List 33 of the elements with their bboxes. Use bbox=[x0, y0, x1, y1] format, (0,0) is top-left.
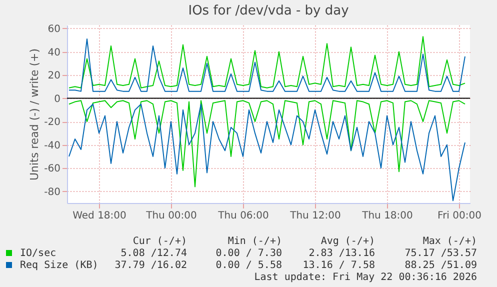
text: 37.79 /16.02 bbox=[114, 260, 187, 271]
y-axis-title: Units read (-) / write (+) bbox=[28, 48, 42, 181]
legend-label: Req Size (KB) bbox=[20, 260, 98, 271]
text: Cur (-/+) bbox=[132, 236, 187, 247]
y-tick-label: -40 bbox=[44, 140, 60, 152]
text: Last update: Fri May 22 00:36:16 2026 bbox=[254, 272, 477, 283]
text: 13.16 / 7.58 bbox=[302, 260, 375, 271]
y-tick-label: 0 bbox=[54, 94, 60, 105]
x-tick-label: Thu 18:00 bbox=[361, 210, 413, 222]
text: 0.00 / 5.58 bbox=[216, 260, 282, 271]
text: 0.00 / 7.30 bbox=[216, 248, 282, 259]
x-tick-label: Thu 06:00 bbox=[217, 210, 269, 222]
chart-title: IOs for /dev/vda - by day bbox=[188, 3, 350, 18]
text: 88.25 /51.09 bbox=[404, 260, 477, 271]
y-tick-label: 20 bbox=[48, 70, 60, 82]
y-tick-label: -20 bbox=[44, 117, 60, 128]
text: Min (-/+) bbox=[228, 236, 282, 247]
text: Avg (-/+) bbox=[320, 236, 375, 247]
x-tick-label: Thu 00:00 bbox=[145, 210, 197, 222]
text: 75.17 /53.57 bbox=[404, 248, 477, 259]
line-series bbox=[68, 100, 466, 188]
y-tick-label: -60 bbox=[44, 164, 60, 175]
legend-label: IO/sec bbox=[20, 248, 56, 259]
text: Max (-/+) bbox=[422, 236, 477, 247]
x-tick-label: Thu 12:00 bbox=[289, 210, 341, 222]
y-tick-label: 60 bbox=[48, 24, 60, 35]
y-tick-label: -80 bbox=[44, 186, 60, 198]
text: 5.08 /12.74 bbox=[120, 248, 187, 259]
x-tick-label: Fri 00:00 bbox=[438, 210, 482, 222]
text: 2.83 /13.16 bbox=[308, 248, 375, 259]
x-tick-label: Wed 18:00 bbox=[72, 210, 126, 222]
y-tick-label: 40 bbox=[48, 47, 60, 58]
line-series bbox=[68, 104, 466, 202]
